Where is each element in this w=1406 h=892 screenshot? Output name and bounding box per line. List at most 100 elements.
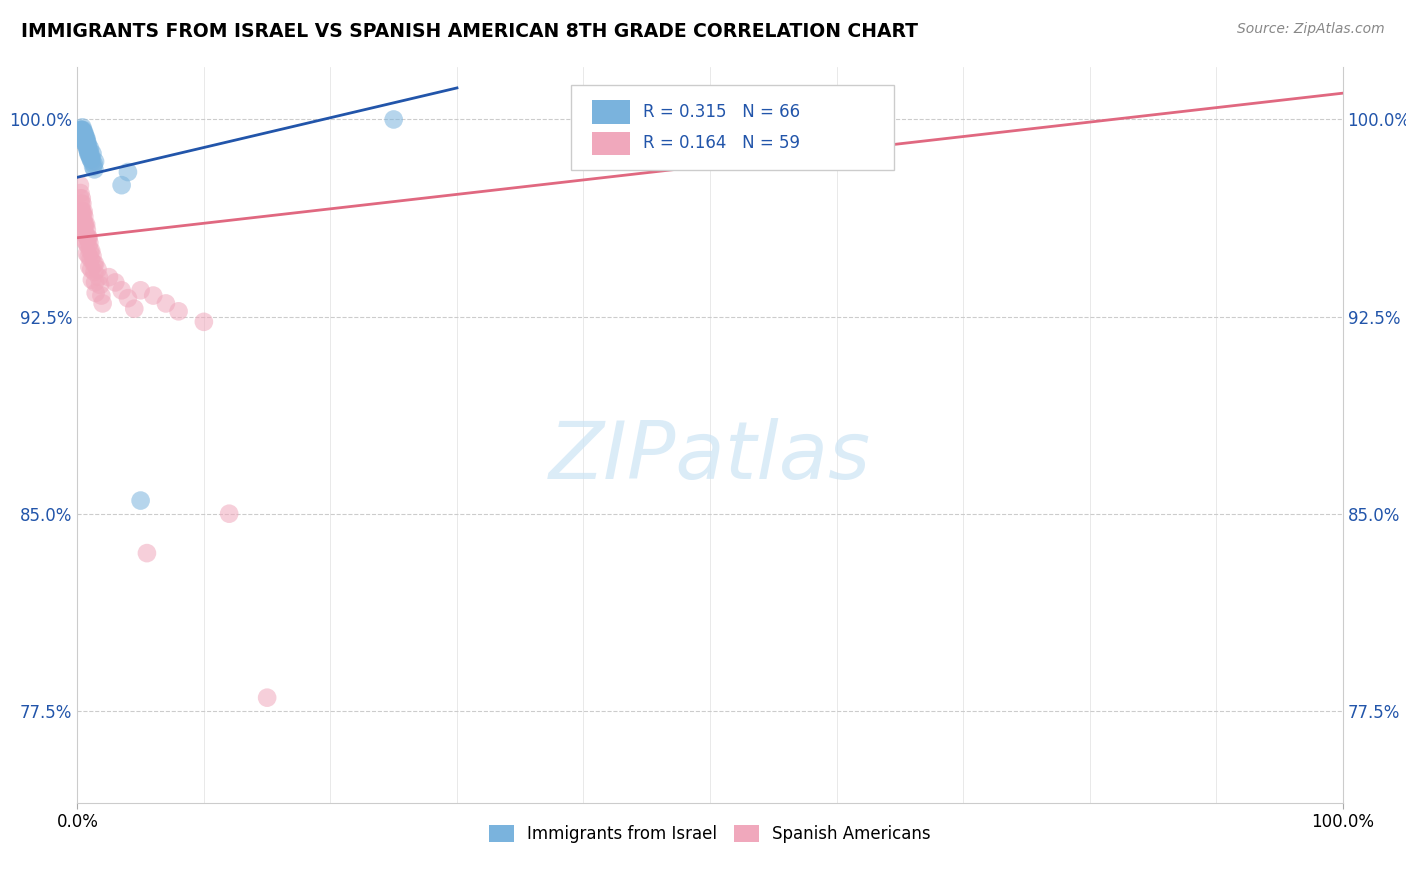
Point	[76, 246, 98, 260]
Point	[155, 296, 177, 310]
Point	[91, 296, 114, 310]
Point	[82, 146, 104, 161]
Point	[72, 126, 94, 140]
Point	[75, 133, 97, 147]
Point	[72, 207, 94, 221]
Point	[76, 141, 98, 155]
Point	[72, 126, 94, 140]
Point	[76, 231, 98, 245]
Point	[73, 128, 96, 143]
Text: R = 0.164   N = 59: R = 0.164 N = 59	[643, 135, 800, 153]
Text: ZIPatlas: ZIPatlas	[548, 418, 872, 496]
Point	[72, 128, 94, 143]
Point	[77, 231, 100, 245]
Point	[70, 128, 93, 143]
Point	[129, 283, 152, 297]
Point	[79, 244, 101, 258]
Point	[80, 244, 103, 258]
Point	[80, 152, 103, 166]
Point	[73, 131, 96, 145]
Text: R = 0.315   N = 66: R = 0.315 N = 66	[643, 103, 800, 120]
Point	[256, 690, 278, 705]
Point	[79, 152, 101, 166]
Point	[70, 196, 93, 211]
Point	[84, 276, 107, 290]
Point	[72, 212, 94, 227]
Point	[117, 291, 139, 305]
Point	[69, 186, 91, 200]
Point	[72, 120, 94, 135]
Point	[67, 126, 90, 140]
Point	[79, 252, 101, 266]
Point	[69, 128, 91, 143]
Text: IMMIGRANTS FROM ISRAEL VS SPANISH AMERICAN 8TH GRADE CORRELATION CHART: IMMIGRANTS FROM ISRAEL VS SPANISH AMERIC…	[21, 22, 918, 41]
Point	[193, 315, 215, 329]
Point	[72, 126, 94, 140]
Point	[69, 126, 91, 140]
Point	[79, 141, 101, 155]
Point	[83, 162, 105, 177]
Point	[82, 249, 104, 263]
Point	[98, 270, 120, 285]
Point	[77, 138, 100, 153]
Point	[75, 235, 97, 250]
Point	[72, 196, 94, 211]
Point	[82, 160, 104, 174]
Point	[77, 144, 100, 158]
Point	[90, 288, 112, 302]
Point	[70, 204, 93, 219]
Point	[73, 126, 96, 140]
Point	[382, 112, 405, 127]
Point	[79, 235, 101, 250]
FancyBboxPatch shape	[571, 86, 894, 170]
Point	[75, 131, 97, 145]
Point	[70, 126, 93, 140]
Point	[80, 149, 103, 163]
Point	[70, 204, 93, 219]
Point	[142, 288, 165, 302]
Point	[72, 223, 94, 237]
Point	[69, 123, 91, 137]
Point	[86, 262, 108, 277]
Point	[73, 133, 96, 147]
Point	[73, 218, 96, 232]
Point	[79, 149, 101, 163]
Legend: Immigrants from Israel, Spanish Americans: Immigrants from Israel, Spanish American…	[482, 818, 938, 850]
Point	[83, 257, 105, 271]
Point	[218, 507, 240, 521]
Point	[70, 191, 93, 205]
Bar	[592, 100, 630, 124]
Point	[69, 178, 91, 193]
Point	[83, 157, 105, 171]
Point	[79, 144, 101, 158]
Point	[76, 138, 98, 153]
Point	[73, 204, 96, 219]
Point	[75, 136, 97, 150]
Point	[87, 270, 110, 285]
Point	[73, 128, 96, 143]
Point	[129, 493, 152, 508]
Point	[75, 131, 97, 145]
Point	[73, 226, 96, 240]
Point	[104, 276, 127, 290]
Point	[75, 133, 97, 147]
Point	[69, 126, 91, 140]
Point	[167, 304, 190, 318]
Point	[69, 128, 91, 143]
Point	[76, 231, 98, 245]
Point	[73, 131, 96, 145]
Point	[84, 154, 107, 169]
Point	[77, 144, 100, 158]
Point	[76, 138, 98, 153]
Point	[72, 123, 94, 137]
Point	[69, 191, 91, 205]
Point	[76, 133, 98, 147]
Point	[79, 149, 101, 163]
Point	[70, 123, 93, 137]
Point	[111, 283, 132, 297]
Point	[77, 146, 100, 161]
Point	[70, 123, 93, 137]
Point	[73, 126, 96, 140]
Point	[77, 249, 100, 263]
Point	[69, 131, 91, 145]
